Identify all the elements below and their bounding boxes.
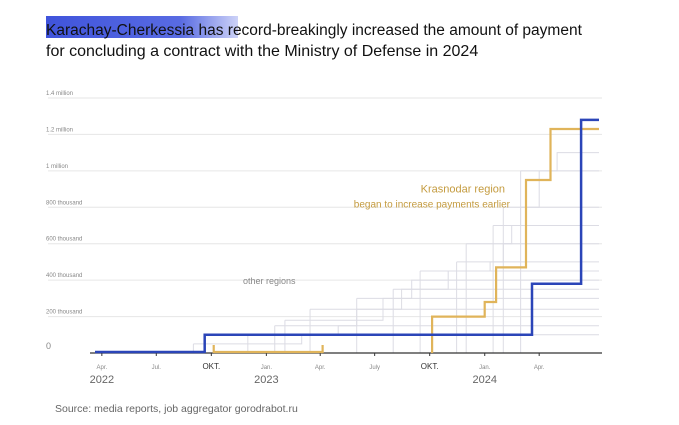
other-region-line — [466, 225, 599, 245]
x-tick-label: Jul. — [152, 365, 162, 371]
y-tick-label: 600 thousand — [46, 237, 82, 243]
other-region-line — [503, 170, 599, 208]
title-line-2: for concluding a contract with the Minis… — [46, 43, 479, 60]
year-label: 2023 — [254, 374, 278, 386]
y-tick-label: 0 — [46, 341, 51, 351]
y-tick-label: 1.4 million — [46, 91, 73, 97]
title-highlight — [46, 16, 238, 38]
x-tick-label: Apr. — [534, 365, 545, 371]
x-tick-label: Jan. — [479, 365, 491, 371]
other-region-line — [420, 261, 599, 272]
y-tick-label: 400 thousand — [46, 273, 82, 279]
x-tick-label: OKT. — [421, 362, 439, 371]
series-karachay-cherkessia — [203, 118, 599, 353]
annotation-krasnodar-label-2: began to increase payments earlier — [354, 199, 511, 210]
x-tick-label: Apr. — [97, 365, 108, 371]
annotation-other-regions-label: other regions — [243, 276, 296, 286]
other-region-line — [193, 334, 599, 345]
year-label: 2022 — [90, 374, 114, 386]
chart-title: Karachay-Cherkessia has record-breakingl… — [46, 16, 646, 62]
other-region-line — [520, 152, 599, 172]
title-line-1: Karachay-Cherkessia has record-breakingl… — [46, 22, 582, 39]
y-tick-label: 1 million — [46, 164, 68, 170]
x-tick-label: Jan. — [261, 365, 273, 371]
x-tick-label: Apr. — [315, 365, 326, 371]
x-tick-label: OKT. — [202, 362, 220, 371]
y-tick-label: 1.2 million — [46, 127, 73, 133]
title-text: Karachay-Cherkessia has record-breakingl… — [46, 20, 646, 62]
y-tick-label: 800 thousand — [46, 200, 82, 206]
other-region-line — [247, 325, 599, 336]
source-note: Source: media reports, job aggregator go… — [55, 403, 298, 415]
other-region-line — [393, 270, 599, 290]
other-region-line — [456, 243, 599, 263]
annotation-krasnodar-label-1: Krasnodar region — [421, 184, 505, 196]
series-krasnodar — [431, 127, 599, 353]
year-label: 2024 — [472, 374, 496, 386]
other-region-line — [310, 288, 599, 310]
y-tick-label: 200 thousand — [46, 310, 82, 316]
x-tick-label: July — [369, 365, 380, 371]
